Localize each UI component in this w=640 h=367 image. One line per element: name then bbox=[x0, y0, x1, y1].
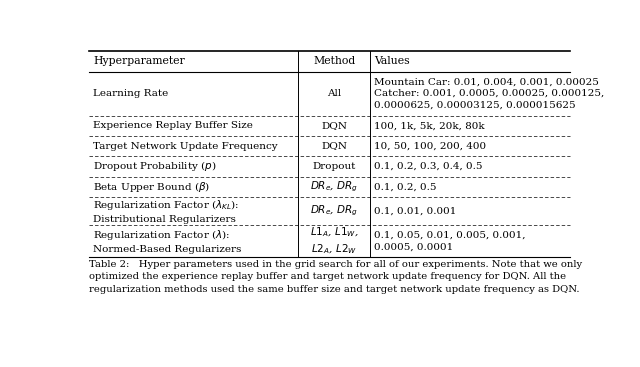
Text: Dropout: Dropout bbox=[312, 162, 356, 171]
Text: 0.1, 0.05, 0.01, 0.005, 0.001,
0.0005, 0.0001: 0.1, 0.05, 0.01, 0.005, 0.001, 0.0005, 0… bbox=[374, 231, 526, 251]
Text: Values: Values bbox=[374, 57, 410, 66]
Text: Learning Rate: Learning Rate bbox=[93, 89, 168, 98]
Text: 10, 50, 100, 200, 400: 10, 50, 100, 200, 400 bbox=[374, 142, 486, 150]
Text: Regularization Factor ($\lambda$):
Normed-Based Regularizers: Regularization Factor ($\lambda$): Norme… bbox=[93, 228, 241, 254]
Text: Regularization Factor ($\lambda_{KL}$):
Distributional Regularizers: Regularization Factor ($\lambda_{KL}$): … bbox=[93, 198, 239, 224]
Text: $L1_A$, $L1_W$,
$L2_A$, $L2_W$: $L1_A$, $L1_W$, $L2_A$, $L2_W$ bbox=[310, 226, 359, 256]
Text: 0.1, 0.2, 0.3, 0.4, 0.5: 0.1, 0.2, 0.3, 0.4, 0.5 bbox=[374, 162, 483, 171]
Text: $DR_e$, $DR_g$: $DR_e$, $DR_g$ bbox=[310, 179, 358, 194]
Text: Dropout Probability ($p$): Dropout Probability ($p$) bbox=[93, 159, 216, 173]
Text: Mountain Car: 0.01, 0.004, 0.001, 0.00025
Catcher: 0.001, 0.0005, 0.00025, 0.000: Mountain Car: 0.01, 0.004, 0.001, 0.0002… bbox=[374, 78, 605, 110]
Text: Target Network Update Frequency: Target Network Update Frequency bbox=[93, 142, 278, 150]
Text: Beta Upper Bound ($\beta$): Beta Upper Bound ($\beta$) bbox=[93, 180, 210, 194]
Text: 0.1, 0.01, 0.001: 0.1, 0.01, 0.001 bbox=[374, 207, 457, 215]
Text: Method: Method bbox=[313, 57, 355, 66]
Text: 0.1, 0.2, 0.5: 0.1, 0.2, 0.5 bbox=[374, 182, 437, 191]
Text: DQN: DQN bbox=[321, 121, 348, 130]
Text: All: All bbox=[327, 89, 341, 98]
Text: DQN: DQN bbox=[321, 142, 348, 150]
Text: Table 2:   Hyper parameters used in the grid search for all of our experiments. : Table 2: Hyper parameters used in the gr… bbox=[89, 260, 582, 294]
Text: $DR_e$, $DR_g$: $DR_e$, $DR_g$ bbox=[310, 204, 358, 218]
Text: Hyperparameter: Hyperparameter bbox=[93, 57, 185, 66]
Text: 100, 1k, 5k, 20k, 80k: 100, 1k, 5k, 20k, 80k bbox=[374, 121, 485, 130]
Text: Experience Replay Buffer Size: Experience Replay Buffer Size bbox=[93, 121, 253, 130]
